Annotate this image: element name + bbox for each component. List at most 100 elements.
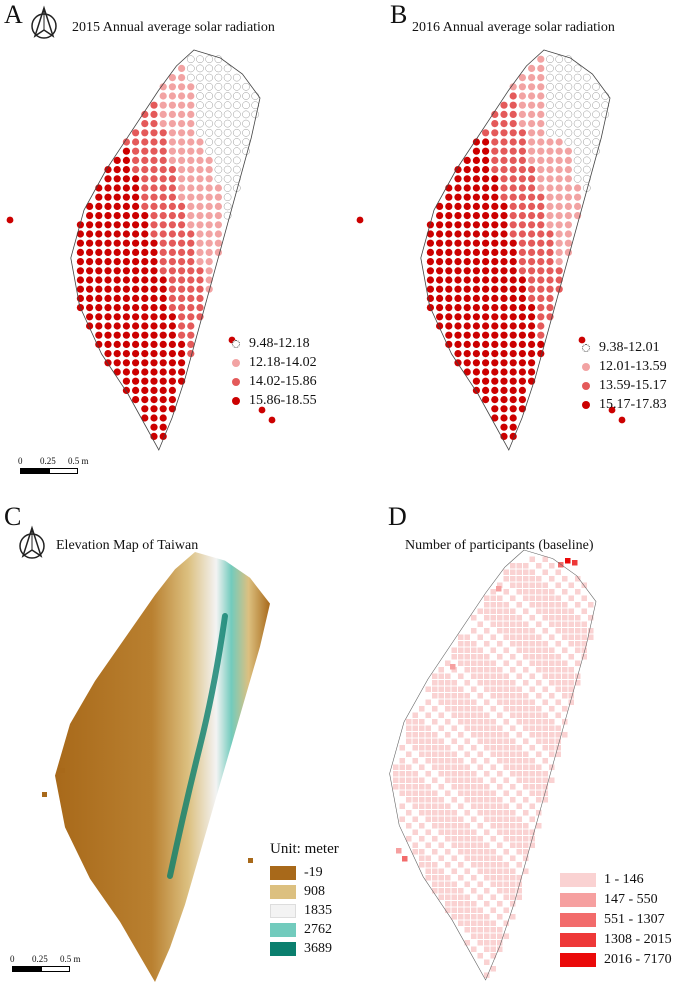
grid-cell: [516, 615, 522, 621]
grid-dot: [518, 239, 526, 247]
grid-dot: [546, 73, 554, 82]
grid-dot: [242, 101, 250, 110]
grid-dot: [168, 230, 176, 238]
grid-cell: [399, 790, 405, 796]
scale-bar: 0 0.25 0.5 m: [10, 954, 81, 976]
grid-dot: [86, 212, 94, 220]
grid-dot: [141, 368, 149, 376]
grid-dot: [491, 184, 499, 192]
grid-dot: [528, 101, 536, 109]
solar-map-2016: [356, 49, 626, 451]
participants-map: [389, 549, 597, 981]
grid-dot: [187, 101, 195, 109]
grid-cell: [484, 803, 490, 809]
grid-dot: [463, 331, 471, 339]
grid-dot: [573, 138, 582, 146]
grid-dot: [426, 221, 434, 229]
grid-dot: [518, 221, 526, 229]
grid-cell: [484, 595, 490, 601]
grid-dot: [592, 119, 600, 128]
grid-cell: [471, 920, 477, 926]
grid-dot: [518, 276, 526, 284]
grid-dot: [104, 276, 112, 284]
grid-cell: [529, 816, 535, 822]
grid-cell: [451, 829, 457, 835]
grid-cell: [523, 569, 529, 575]
grid-cell: [516, 875, 522, 881]
grid-cell: [536, 608, 542, 614]
grid-dot: [104, 294, 112, 302]
grid-cell: [510, 595, 516, 601]
grid-dot: [122, 166, 130, 174]
grid-cell: [464, 719, 470, 725]
grid-dot: [168, 212, 176, 220]
panel-letter: A: [4, 0, 23, 29]
grid-cell: [484, 732, 490, 738]
grid-cell: [555, 641, 561, 647]
grid-dot: [113, 175, 121, 183]
grid-cell: [510, 628, 516, 634]
grid-cell: [484, 797, 490, 803]
grid-dot: [454, 304, 462, 312]
grid-cell: [458, 654, 464, 660]
grid-cell: [516, 582, 522, 588]
grid-cell: [497, 881, 503, 887]
grid-cell: [529, 719, 535, 725]
grid-dot: [168, 267, 176, 275]
grid-dot: [509, 377, 517, 385]
grid-dot: [546, 304, 554, 312]
grid-cell: [471, 647, 477, 653]
grid-cell: [393, 784, 399, 790]
grid-cell: [542, 673, 548, 679]
grid-dot: [76, 248, 84, 256]
grid-cell: [477, 842, 483, 848]
panel-b: B 2016 Annual average solar radiation 9.…: [350, 0, 700, 496]
grid-cell: [451, 647, 457, 653]
grid-dot: [223, 128, 232, 137]
grid-dot: [509, 414, 517, 422]
grid-dot: [168, 322, 176, 330]
grid-dot: [150, 350, 158, 358]
grid-dot: [491, 147, 499, 155]
grid-dot: [482, 350, 490, 358]
grid-cell: [523, 706, 529, 712]
grid-dot: [528, 221, 536, 229]
grid-cell: [451, 881, 457, 887]
grid-dot: [132, 193, 140, 201]
grid-cell: [490, 634, 496, 640]
grid-dot: [463, 184, 471, 192]
grid-dot: [196, 248, 204, 256]
grid-dot: [141, 405, 149, 413]
grid-cell: [497, 595, 503, 601]
grid-cell: [490, 725, 496, 731]
grid-cell: [477, 914, 483, 920]
county-boundary: [70, 49, 261, 451]
grid-dot: [500, 340, 508, 348]
grid-cell: [458, 901, 464, 907]
grid-cell: [471, 855, 477, 861]
island-dot: [608, 406, 616, 414]
grid-cell: [549, 576, 555, 582]
grid-cell: [510, 615, 516, 621]
grid-dot: [555, 92, 564, 100]
grid-cell: [451, 751, 457, 757]
grid-dot: [582, 82, 591, 91]
grid-dot: [141, 304, 149, 312]
grid-dot: [214, 119, 223, 128]
grid-cell: [516, 576, 522, 582]
grid-cell: [438, 842, 444, 848]
grid-dot: [482, 294, 490, 302]
grid-cell: [471, 712, 477, 718]
grid-dot: [472, 175, 480, 183]
grid-dot: [509, 276, 517, 284]
grid-dot: [86, 248, 94, 256]
grid-cell: [419, 719, 425, 725]
grid-dot: [555, 202, 563, 210]
grid-cell: [484, 875, 490, 881]
grid-dot: [573, 82, 582, 91]
grid-cell: [516, 894, 522, 900]
grid-dot: [564, 110, 573, 119]
grid-cell: [451, 810, 457, 816]
grid-cell: [581, 582, 587, 588]
grid-dot: [472, 156, 480, 164]
